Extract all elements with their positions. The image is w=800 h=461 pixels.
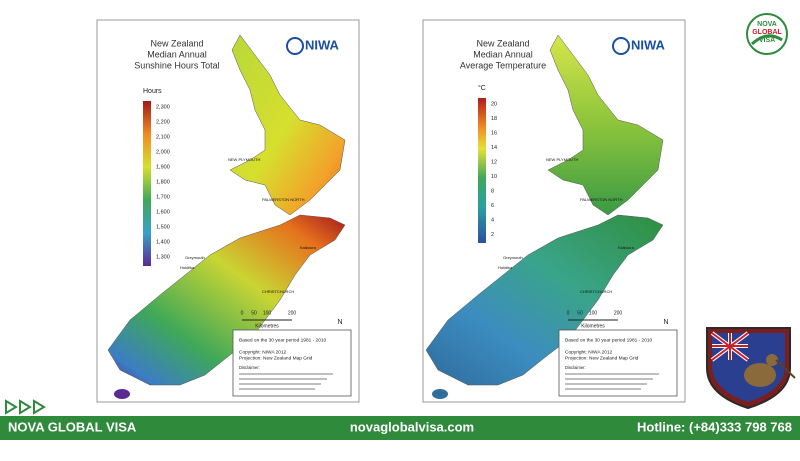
legend-label: 1,600 [156,209,170,215]
map-title: Median Annual [147,49,207,59]
shield-emblem [706,327,796,410]
south-island [425,214,664,386]
brand-logo-text: VISA [759,37,775,44]
stewart-island [432,389,448,399]
scale-unit: Kilometres [255,323,279,329]
niwa-logo-mark [286,37,304,55]
niwa-logo-mark [612,37,630,55]
place-label: PALMERSTON NORTH [262,197,305,202]
brand-logo-text: NOVA [757,21,777,28]
place-label: Greymouth [185,255,205,260]
legend-bar [478,98,486,243]
place-label: PALMERSTON NORTH [580,197,623,202]
info-copyright: Copyright: NIWA 2012 [565,349,613,355]
scale-label: 200 [288,310,297,316]
south-island [107,214,346,386]
footer-bottom [0,440,800,456]
legend-label: 2,100 [156,134,170,140]
place-label: CHRISTCHURCH [580,289,612,294]
legend-label: 6 [491,203,494,209]
legend-label: 2 [491,232,494,238]
place-label: NEW PLYMOUTH [546,157,578,162]
info-box [558,329,678,397]
scale-label: 50 [251,310,257,316]
map-title: Median Annual [473,49,533,59]
legend-label: 1,400 [156,239,170,245]
footer-name: NOVA GLOBAL VISA [8,419,137,434]
legend-title: °C [478,84,486,92]
scale-label: 100 [589,310,598,316]
legend-label: 14 [491,145,497,151]
info-projection: Projection: New Zealand Map Grid [565,355,639,361]
legend-label: 2,300 [156,104,170,110]
place-label: Greymouth [503,255,523,260]
legend-label: 1,800 [156,179,170,185]
niwa-logo: NIWA [305,37,340,52]
info-box [232,329,352,397]
info-disclaimer: Disclaimer: [239,365,260,370]
scale-label: 100 [263,310,272,316]
north-island [547,34,664,216]
legend-label: 2,200 [156,119,170,125]
map-title: New Zealand [476,38,529,48]
arrows-decoration [5,399,46,415]
footer-website: novaglobalvisa.com [350,419,474,434]
legend-title: Hours [143,88,162,95]
place-label: Kaikoura [618,245,635,250]
map-title: Sunshine Hours Total [134,60,219,70]
legend-label: 10 [491,174,497,180]
legend-label: 8 [491,188,494,194]
map-title: Average Temperature [460,60,546,70]
north-arrow: N [663,319,668,326]
legend-label: 2,000 [156,149,170,155]
map-title: New Zealand [150,38,203,48]
legend-label: 4 [491,217,494,223]
legend-label: 20 [491,101,497,107]
place-label: CHRISTCHURCH [262,289,294,294]
place-label: Kaikoura [300,245,317,250]
place-label: NEW PLYMOUTH [228,157,260,162]
info-disclaimer: Disclaimer: [565,365,586,370]
footer-bar [0,416,800,440]
legend-bar [143,101,151,266]
legend-label: 1,700 [156,194,170,200]
legend-label: 12 [491,159,497,165]
scale-unit: Kilometres [581,323,605,329]
north-arrow: N [337,319,342,326]
info-period: Based on the 30 year period 1981 - 2010 [565,337,653,343]
scale-label: 0 [241,310,244,316]
legend-label: 1,900 [156,164,170,170]
legend-label: 18 [491,116,497,122]
north-island [229,34,346,216]
footer-hotline: Hotline: (+84)333 798 768 [637,419,792,434]
scale-label: 200 [614,310,623,316]
brand-logo-text: GLOBAL [752,29,782,36]
info-period: Based on the 30 year period 1981 - 2010 [239,337,327,343]
place-label: Hokitika [180,265,195,270]
legend-label: 1,500 [156,224,170,230]
info-projection: Projection: New Zealand Map Grid [239,355,313,361]
info-copyright: Copyright: NIWA 2012 [239,349,287,355]
niwa-logo: NIWA [631,37,666,52]
scale-label: 0 [567,310,570,316]
legend-label: 1,300 [156,254,170,260]
place-label: Hokitika [498,265,513,270]
legend-label: 16 [491,130,497,136]
stewart-island [114,389,130,399]
scale-label: 50 [577,310,583,316]
